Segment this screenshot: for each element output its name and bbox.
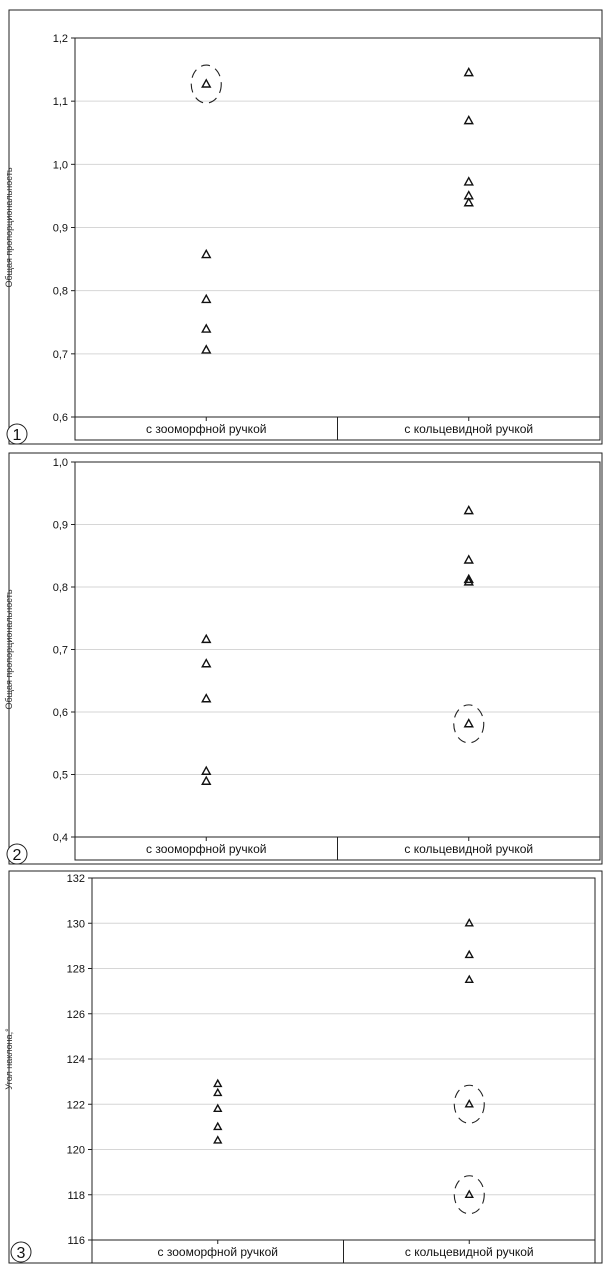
y-tick-label: 0,9	[53, 520, 68, 532]
y-tick-label: 0,7	[53, 645, 68, 657]
data-point-triangle	[464, 949, 474, 959]
category-label: с зооморфной ручкой	[146, 422, 266, 436]
y-tick-label: 118	[67, 1190, 85, 1202]
y-tick-label: 1,1	[53, 96, 68, 108]
y-tick-label: 0,5	[53, 770, 68, 782]
data-point-triangle	[201, 323, 212, 333]
data-point-triangle	[463, 197, 474, 207]
panel-frame	[8, 870, 603, 1264]
y-tick-label: 124	[67, 1054, 85, 1066]
y-tick-label: 0,8	[53, 582, 68, 594]
data-point-triangle	[201, 693, 212, 703]
y-tick-label: 130	[67, 918, 85, 930]
chart-panel-2: 0,4 0,5 0,6 0,7 0,8 0,9 1,0 Общая пропорциональ…	[4, 452, 603, 865]
y-tick-label: 128	[67, 964, 85, 976]
panel-frame	[8, 9, 603, 445]
data-point-triangle	[213, 1087, 223, 1097]
outlier-highlight	[453, 1084, 485, 1124]
y-axis-label: Общая пропорциональность	[4, 167, 14, 287]
panel-number: 1	[13, 427, 22, 444]
chart-panel-3: 116 118 120 122 124 126 128 130 132 Угол наклона,…	[4, 870, 603, 1264]
data-point-triangle	[463, 114, 474, 125]
data-point-triangle	[464, 974, 474, 984]
panel-frame	[8, 452, 603, 865]
outlier-highlight	[453, 704, 485, 744]
y-tick-label: 1,0	[53, 457, 68, 469]
data-point-triangle	[213, 1078, 223, 1088]
data-point-triangle	[201, 633, 212, 644]
y-tick-label: 122	[67, 1099, 85, 1111]
y-tick-label: 0,8	[53, 286, 68, 298]
data-point-triangle	[201, 78, 212, 88]
data-point-triangle	[463, 573, 474, 584]
panel-number: 2	[13, 847, 22, 864]
data-point-triangle	[213, 1121, 223, 1131]
y-axis-label: Угол наклона,°	[4, 1028, 14, 1090]
y-tick-label: 0,6	[53, 707, 68, 719]
y-tick-label: 0,7	[53, 349, 68, 361]
data-point-triangle	[213, 1103, 223, 1112]
data-point-triangle	[201, 248, 212, 259]
y-tick-label: 120	[67, 1145, 85, 1157]
data-point-triangle	[463, 576, 474, 586]
data-point-triangle	[201, 775, 212, 785]
outlier-highlight	[453, 1175, 485, 1215]
data-point-triangle	[201, 658, 212, 668]
data-point-triangle	[464, 918, 474, 927]
category-label: с зооморфной ручкой	[146, 842, 266, 856]
y-tick-label: 0,9	[53, 223, 68, 235]
panel-number-badge	[6, 843, 28, 865]
y-axis-label: Общая пропорциональность	[4, 589, 14, 709]
data-point-triangle	[463, 504, 474, 515]
category-label: с кольцевидной ручкой	[404, 422, 533, 436]
data-point-triangle	[213, 1135, 223, 1144]
data-point-triangle	[463, 66, 474, 77]
chart-panel-1: 0,6 0,7 0,8 0,9 1,0 1,1 1,2 Общая пропорциональ…	[4, 9, 603, 445]
data-point-triangle	[464, 1189, 474, 1198]
y-tick-label: 132	[67, 873, 85, 885]
data-point-triangle	[463, 554, 474, 564]
y-tick-label: 126	[67, 1009, 85, 1021]
category-label: с кольцевидной ручкой	[405, 1245, 534, 1259]
y-tick-label: 1,0	[53, 159, 68, 171]
y-tick-label: 0,4	[53, 832, 68, 844]
y-tick-label: 1,2	[53, 33, 68, 45]
outlier-highlight	[190, 64, 222, 104]
data-point-triangle	[201, 765, 212, 775]
data-point-triangle	[201, 344, 212, 354]
y-tick-label: 0,6	[53, 412, 68, 424]
category-label: с кольцевидной ручкой	[404, 842, 533, 856]
y-tick-label: 116	[67, 1235, 85, 1247]
data-point-triangle	[463, 176, 474, 186]
data-point-triangle	[201, 293, 212, 304]
panel-number: 3	[17, 1245, 26, 1262]
panel-number-badge	[10, 1241, 32, 1263]
panel-number-badge	[6, 423, 28, 445]
data-point-triangle	[464, 1099, 474, 1108]
data-point-triangle	[463, 718, 474, 728]
category-label: с зооморфной ручкой	[158, 1245, 278, 1259]
